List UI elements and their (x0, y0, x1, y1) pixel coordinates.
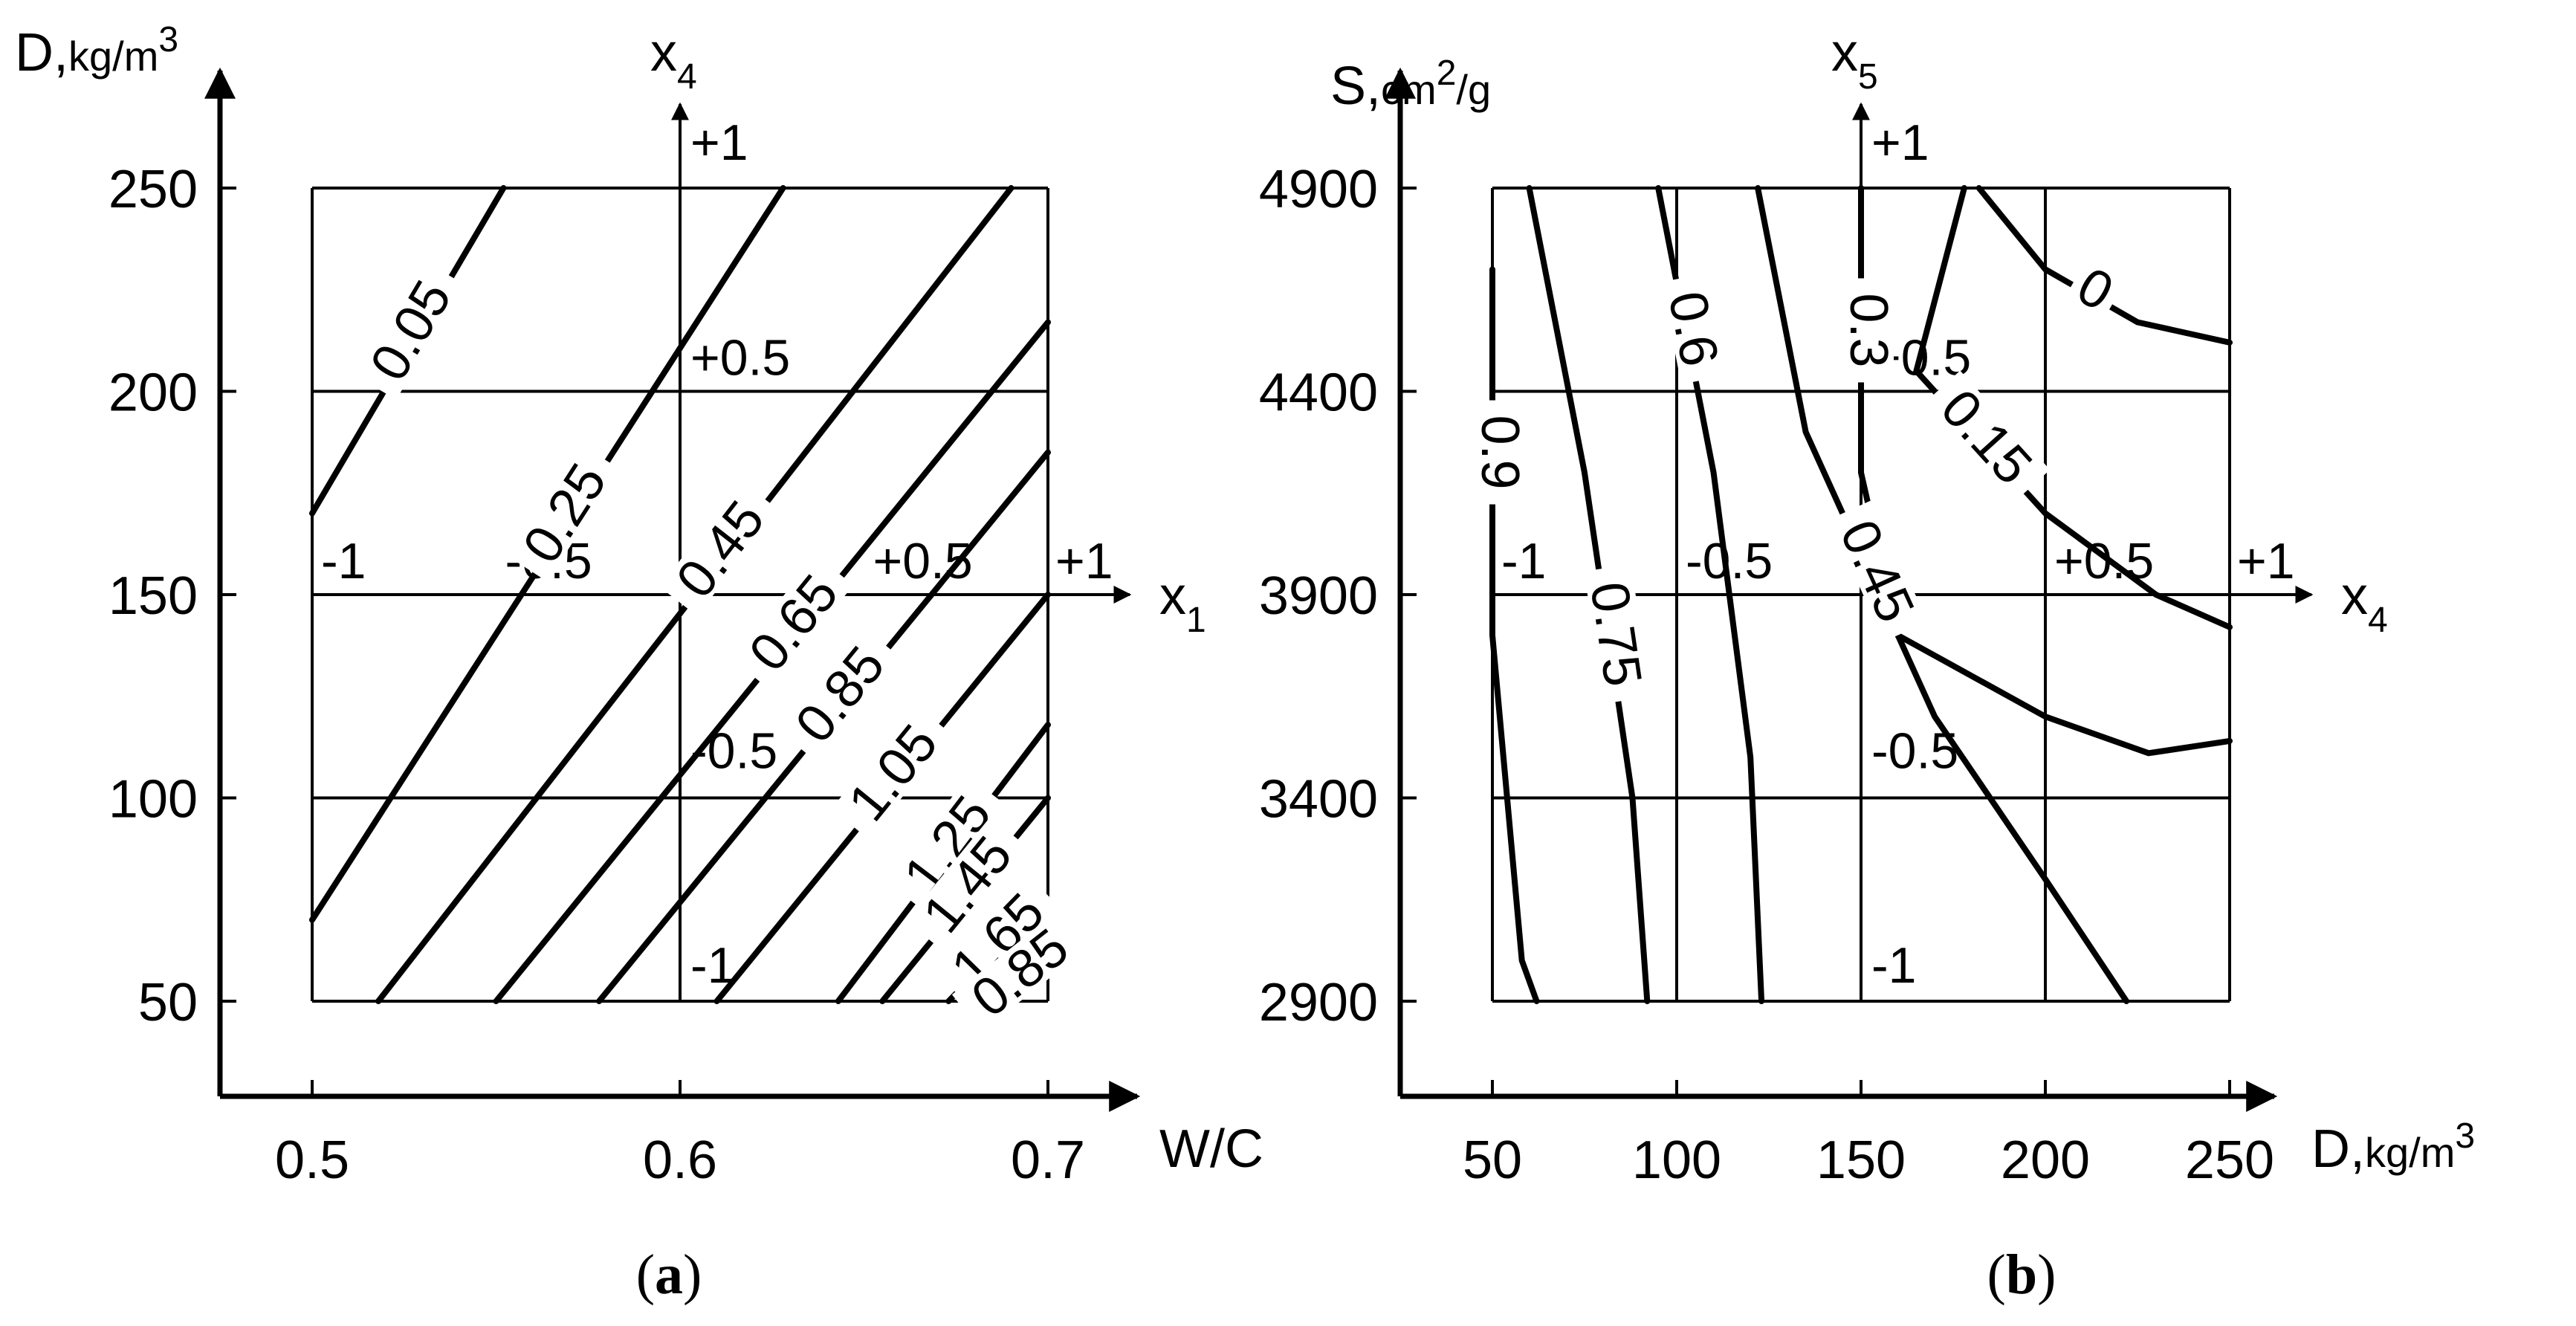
panel-a-x-tick-label: 0.6 (643, 1131, 717, 1190)
panel-a-x-tick-label: 0.7 (1011, 1131, 1085, 1190)
panel-b-x-tick-label: 150 (1816, 1131, 1906, 1190)
panel-b-contour-label-bg (1584, 564, 1651, 704)
panel-b-y-tick-label: 4900 (1259, 160, 1378, 219)
panel-a-x-tick-label: 0.5 (275, 1131, 349, 1190)
panel-a-contour-label-group: 0.25 (507, 443, 621, 582)
panel-a-coded-y-sub: 4 (677, 57, 697, 97)
panel-a-contour-label-bg (933, 874, 1061, 1004)
panel-a-contour-label-bg (659, 481, 780, 616)
panel-a-y-tick-label: 100 (109, 770, 198, 829)
panel-b-contour-label-bg (1829, 499, 1928, 641)
panel-b-contour-label-group: 0.9 (1470, 400, 1530, 505)
panel-a-coded-y-name: x4 (650, 23, 697, 97)
panel-b-contour-label-bg (1924, 370, 2051, 502)
panel-a-coded-x-sub: 1 (1186, 601, 1206, 640)
panel-b-coded-y-level: -1 (1871, 937, 1916, 994)
panel-a-y-axis-title: D,kg/m3 (15, 20, 178, 83)
panel-a-contour-label-bg (905, 817, 1028, 951)
panel-a-coded-x-level: +1 (1055, 533, 1113, 589)
panel-a-y-tick-label: 200 (109, 363, 198, 423)
panel-b-contour-label: 0.6 (1657, 287, 1729, 372)
panel-b-y-tick-label: 2900 (1259, 973, 1378, 1032)
panel-b-y-tick-label: 3400 (1259, 770, 1378, 829)
panel-a-contour-label-bg (355, 260, 465, 400)
panel-b-x-tick-label: 50 (1463, 1131, 1522, 1190)
panel-b-contour-label-group: 0.45 (1828, 499, 1928, 641)
panel-b-coded-y-level: +1 (1871, 114, 1929, 171)
panel-b-coded-y-name: x5 (1831, 23, 1878, 97)
panel-a-contour-label-bg (778, 627, 900, 761)
panel-b-contour-label-group: 0.15 (1924, 370, 2051, 502)
panel-a-y-axis-unit-sup: 3 (158, 20, 178, 59)
panel-a-y-axis-unit: kg/m (68, 33, 158, 80)
panel-b-x-axis-unit-sup: 3 (2455, 1116, 2475, 1156)
panel-b-coded-x-level: +1 (2237, 533, 2295, 589)
panel-a-coded-y-level: +0.5 (690, 330, 790, 387)
panel-b-contour-label-group: 0.75 (1579, 564, 1653, 704)
panel-a-caption: (a) (636, 1243, 702, 1306)
panel-b-x-tick-label: 250 (2185, 1131, 2274, 1190)
panel-b-coded-x-name: x4 (2341, 566, 2388, 640)
panel-b-y-axis-unit-tail: /g (1456, 66, 1491, 113)
panel-b-coded-y-sub: 5 (1858, 57, 1878, 97)
panel-a-coded-x-level: -1 (321, 533, 366, 589)
panel-b-contour-line (1912, 185, 2233, 630)
panel-b-contour-line (1858, 185, 2233, 757)
panel-b-caption: (b) (1987, 1243, 2056, 1306)
panel-a-contour-label-bg (887, 776, 1006, 912)
panel-b-x-tick-label: 200 (2001, 1131, 2090, 1190)
panel-b-contour-label: 0.3 (1839, 293, 1898, 367)
panel-b-coded-x-level: -1 (1501, 533, 1546, 589)
panel-b-contour-label-bg (2065, 256, 2127, 320)
panel-a-contour-label-bg (951, 911, 1087, 1032)
panel-b-y-axis-title: S,cm2/g (1330, 54, 1491, 116)
panel-b-contour-line (1755, 185, 2130, 1004)
panel-b-x-axis-title: D,kg/m3 (2311, 1116, 2475, 1179)
panel-b-x-tick-label: 100 (1632, 1131, 1721, 1190)
panel-a-contour-label-bg (731, 554, 854, 690)
panel-a-contour-label-bg (831, 705, 953, 839)
panel-a-y-tick-label: 250 (109, 160, 198, 219)
panel-b-contour-label-group: 0.6 (1657, 273, 1729, 384)
panel-a-contour-label-group: 0.05 (355, 260, 465, 400)
panel-a-x-axis-title: W/C (1159, 1119, 1263, 1179)
panel-b-contour-label-bg (1478, 400, 1525, 505)
panel-b-chart: 50 100 150 200 25029003400390044004900x5x4-1… (1259, 23, 2475, 1190)
panel-b-contour-label-group: 0.3 (1839, 278, 1898, 383)
panel-b-contour-label-group: 0 (2065, 256, 2127, 323)
panel-b-contour-line (1489, 266, 1540, 1004)
panel-b-contour-label: 0.9 (1470, 415, 1530, 490)
panel-b-coded-x-sub: 4 (2368, 601, 2388, 640)
panel-b-y-axis-unit-sup: 2 (1437, 54, 1457, 93)
panel-a-coded-y-level: -0.5 (690, 723, 777, 780)
panel-b-contour-label-bg (1661, 273, 1728, 384)
panel-b-contour-label-bg (1846, 278, 1894, 383)
panel-a-coded-y-level: +1 (690, 114, 748, 171)
panel-a-coded-x-name: x1 (1159, 566, 1206, 640)
panel-b-y-axis-unit: cm (1381, 66, 1437, 113)
panel-a-contour-label-bg (507, 443, 621, 582)
panel-a-y-tick-label: 50 (138, 973, 198, 1032)
panel-a-chart: 0.50.60.750100150200250x4x1-1-0.50+0.5+1… (15, 20, 1263, 1190)
panel-b-y-tick-label: 3900 (1259, 566, 1378, 626)
panel-b-x-axis-unit: kg/m (2365, 1129, 2455, 1176)
panel-b-y-tick-label: 4400 (1259, 363, 1378, 423)
panel-a-y-tick-label: 150 (109, 566, 198, 626)
